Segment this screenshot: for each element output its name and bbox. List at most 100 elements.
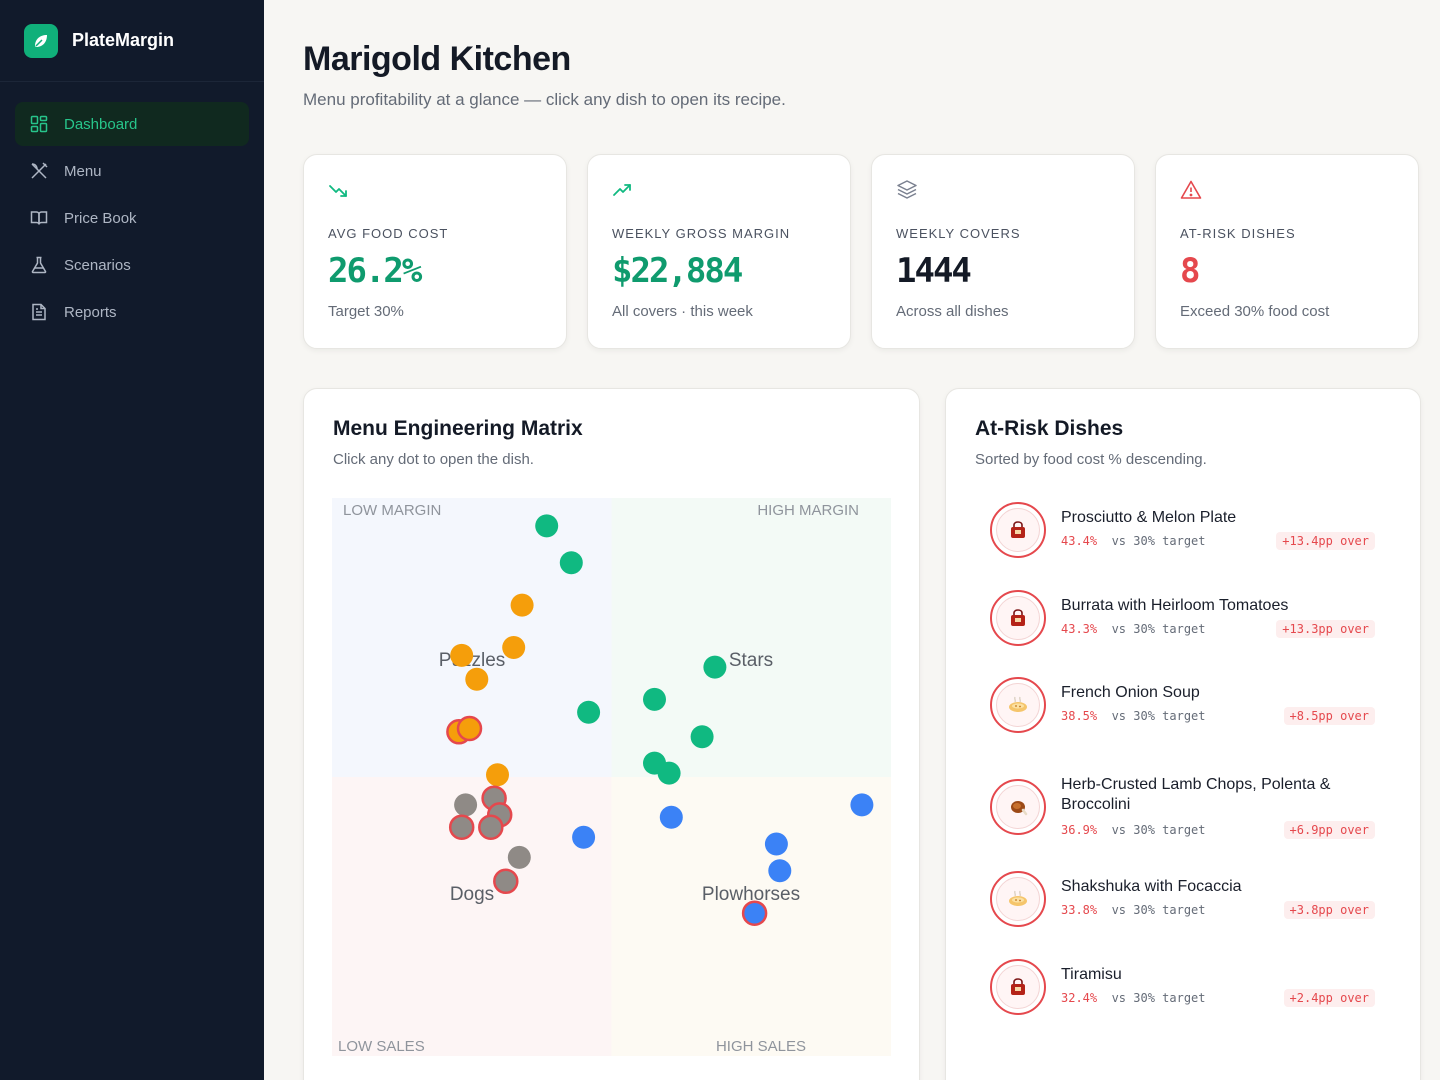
book-icon: [29, 208, 49, 228]
layers-icon: [896, 179, 918, 201]
vs-target: vs 30% target: [1111, 991, 1206, 1005]
over-target-badge: +3.8pp over: [1283, 901, 1375, 919]
at-risk-item[interactable]: Shakshuka with Focaccia 33.8% vs 30% tar…: [975, 871, 1375, 931]
sidebar-item-dashboard[interactable]: Dashboard: [15, 102, 249, 146]
dish-name[interactable]: French Onion Soup: [1061, 684, 1200, 701]
dish-name[interactable]: Tiramisu: [1061, 966, 1122, 983]
brand[interactable]: PlateMargin: [0, 0, 264, 82]
food-cost-pct: 43.3%: [1061, 622, 1098, 636]
sidebar-item-price-book[interactable]: Price Book: [15, 196, 249, 240]
dish-dot-puzzles[interactable]: [486, 763, 509, 787]
sidebar-item-label: Menu: [64, 162, 102, 180]
kpi-value: $22,884: [612, 251, 743, 291]
label-low-sales: LOW SALES: [338, 1038, 425, 1055]
kpi-label: WEEKLY GROSS MARGIN: [612, 226, 791, 241]
vs-target: vs 30% target: [1111, 534, 1206, 548]
warning-triangle-icon: [1180, 179, 1202, 201]
quadrant-stars-bg: [611, 498, 891, 777]
dish-meta: 36.9% vs 30% target: [1061, 823, 1206, 837]
matrix-chart: LOW MARGIN HIGH MARGIN LOW SALES HIGH SA…: [332, 498, 891, 1056]
dish-dot-dogs[interactable]: [493, 868, 519, 895]
at-risk-item[interactable]: Burrata with Heirloom Tomatoes 43.3% vs …: [975, 590, 1375, 650]
at-risk-item[interactable]: French Onion Soup 38.5% vs 30% target +8…: [975, 677, 1375, 737]
sidebar-item-label: Dashboard: [64, 115, 138, 133]
dish-dot-dogs[interactable]: [454, 793, 478, 817]
leaf-logo-icon: [24, 23, 58, 58]
dish-meta: 38.5% vs 30% target: [1061, 709, 1206, 723]
dish-name[interactable]: Shakshuka with Focaccia: [1061, 878, 1242, 895]
kpi-card-avg-food-cost: AVG FOOD COST 26.2% Target 30%: [303, 154, 567, 349]
food-cost-pct: 33.8%: [1061, 903, 1098, 917]
kpi-label: WEEKLY COVERS: [896, 226, 1021, 241]
sidebar-item-scenarios[interactable]: Scenarios: [15, 243, 249, 287]
dish-name[interactable]: Herb-Crusted Lamb Chops, Polenta & Brocc…: [1061, 776, 1331, 813]
sidebar-item-label: Price Book: [64, 209, 137, 227]
dish-dot-stars[interactable]: [535, 514, 559, 538]
dish-dot-puzzles[interactable]: [510, 593, 534, 617]
dish-dot-stars[interactable]: [559, 551, 583, 575]
sidebar-item-menu[interactable]: Menu: [15, 149, 249, 193]
bag-icon[interactable]: [990, 502, 1046, 558]
sidebar-item-label: Reports: [64, 303, 117, 321]
quadrant-dogs-bg: [332, 777, 612, 1056]
dish-dot-stars[interactable]: [690, 725, 714, 749]
dish-dot-stars[interactable]: [703, 655, 727, 679]
dish-dot-plowhorses[interactable]: [764, 832, 788, 856]
dish-dot-dogs[interactable]: [448, 814, 475, 840]
kpi-card-weekly-covers: WEEKLY COVERS 1444 Across all dishes: [871, 154, 1135, 349]
kpi-note: Across all dishes: [896, 303, 1009, 320]
kpi-label: AT-RISK DISHES: [1180, 226, 1296, 241]
flask-icon: [29, 255, 49, 275]
dish-dot-puzzles[interactable]: [450, 643, 474, 667]
dish-dot-puzzles[interactable]: [465, 667, 489, 691]
kpi-note: All covers · this week: [612, 303, 753, 320]
dish-dot-stars[interactable]: [577, 700, 601, 724]
dish-dot-puzzles[interactable]: [456, 715, 483, 742]
dish-meta: 43.3% vs 30% target: [1061, 622, 1206, 636]
trending-up-icon: [612, 179, 634, 201]
kpi-note: Exceed 30% food cost: [1180, 303, 1330, 320]
brand-name: PlateMargin: [72, 30, 175, 50]
sidebar-item-reports[interactable]: Reports: [15, 290, 249, 334]
bowl-icon[interactable]: [990, 677, 1046, 733]
quadrant-label-dogs: Dogs: [450, 884, 494, 905]
at-risk-item[interactable]: Prosciutto & Melon Plate 43.4% vs 30% ta…: [975, 502, 1375, 562]
dish-dot-plowhorses[interactable]: [850, 793, 874, 817]
page-title: Marigold Kitchen: [303, 40, 571, 78]
dish-name[interactable]: Prosciutto & Melon Plate: [1061, 509, 1237, 526]
kpi-value: 8: [1180, 251, 1201, 291]
dashboard-grid-icon: [29, 114, 49, 134]
dish-dot-plowhorses[interactable]: [741, 900, 768, 926]
dish-dot-puzzles[interactable]: [502, 636, 526, 659]
dish-dot-plowhorses[interactable]: [768, 859, 792, 883]
over-target-badge: +13.4pp over: [1276, 532, 1375, 550]
kpi-note: Target 30%: [328, 303, 404, 320]
sidebar-nav: Dashboard Menu Price Book Scenarios Repo…: [0, 82, 264, 334]
quadrant-label-plowhorses: Plowhorses: [702, 884, 800, 905]
over-target-badge: +2.4pp over: [1283, 989, 1375, 1007]
at-risk-item[interactable]: Herb-Crusted Lamb Chops, Polenta & Brocc…: [975, 753, 1375, 839]
food-cost-pct: 43.4%: [1061, 534, 1098, 548]
bag-icon[interactable]: [990, 959, 1046, 1015]
meat-icon[interactable]: [990, 779, 1046, 835]
dish-dot-dogs[interactable]: [507, 845, 531, 869]
dish-dot-plowhorses[interactable]: [572, 825, 596, 849]
bag-icon[interactable]: [990, 590, 1046, 646]
kpi-value: 1444: [896, 251, 972, 291]
label-low-margin: LOW MARGIN: [343, 502, 441, 519]
dish-dot-dogs[interactable]: [478, 814, 504, 840]
dish-dot-stars[interactable]: [657, 761, 681, 785]
bowl-icon[interactable]: [990, 871, 1046, 927]
label-high-margin: HIGH MARGIN: [757, 502, 859, 519]
dish-meta: 43.4% vs 30% target: [1061, 534, 1206, 548]
kpi-card-at-risk-dishes: AT-RISK DISHES 8 Exceed 30% food cost: [1155, 154, 1419, 349]
at-risk-item[interactable]: Tiramisu 32.4% vs 30% target +2.4pp over: [975, 959, 1375, 1019]
vs-target: vs 30% target: [1111, 709, 1206, 723]
quadrant-label-stars: Stars: [729, 650, 773, 671]
dish-dot-plowhorses[interactable]: [659, 805, 683, 829]
dish-name[interactable]: Burrata with Heirloom Tomatoes: [1061, 597, 1289, 614]
food-cost-pct: 32.4%: [1061, 991, 1098, 1005]
dish-dot-stars[interactable]: [643, 687, 666, 711]
vs-target: vs 30% target: [1111, 903, 1206, 917]
at-risk-dishes-panel: At-Risk Dishes Sorted by food cost % des…: [945, 388, 1421, 1080]
